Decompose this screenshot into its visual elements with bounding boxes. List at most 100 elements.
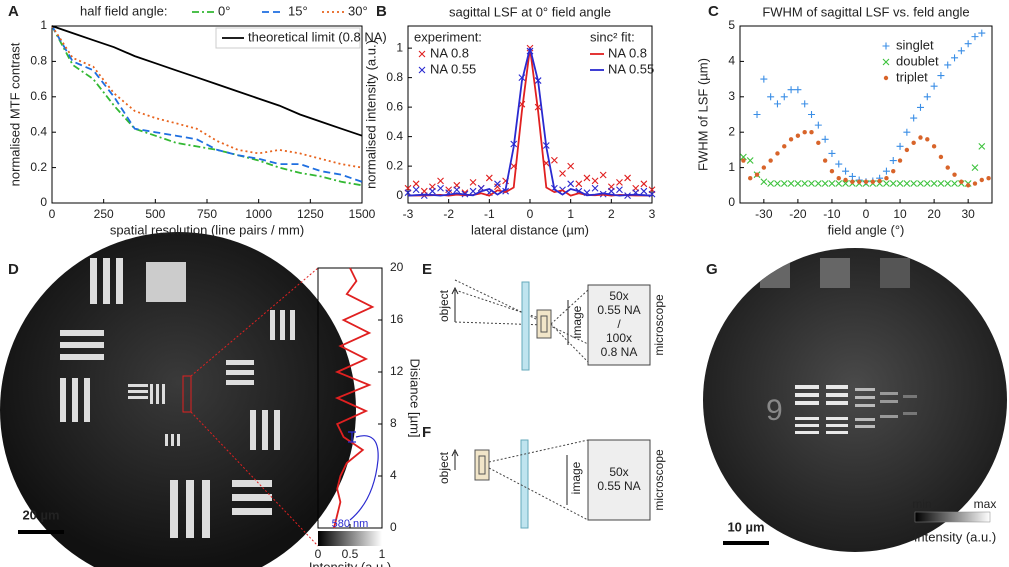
x-tick-label: -10	[823, 207, 841, 221]
data-point	[822, 158, 828, 163]
data-point	[640, 187, 648, 195]
diagram-label: microscope	[652, 449, 666, 511]
zoom-line	[190, 411, 319, 547]
y-tick-label: 0.5	[342, 547, 359, 561]
legend-swatch	[882, 42, 890, 50]
microscope-image-d	[0, 232, 356, 567]
y-tick-label: 0.2	[386, 158, 403, 172]
data-point	[959, 179, 964, 184]
y-tick-label: 0.8	[386, 70, 403, 84]
data-point	[559, 170, 566, 177]
data-point	[741, 158, 746, 163]
data-point	[801, 180, 809, 187]
data-point	[870, 179, 876, 184]
diagram-e	[451, 279, 651, 371]
data-point	[624, 174, 631, 182]
x-tick-label: 20	[927, 207, 941, 221]
data-point	[829, 168, 835, 174]
data-point	[986, 176, 991, 181]
annotation: 580 nm	[332, 518, 369, 530]
data-point	[753, 111, 761, 118]
x-tick-label: -30	[755, 207, 773, 221]
y-tick-label: 3	[728, 89, 735, 103]
x-tick-label: 0	[527, 207, 534, 221]
legend-label: 30°	[348, 3, 368, 18]
objective-label: 100x	[606, 331, 632, 345]
diagram-label: microscope	[652, 294, 666, 356]
scale-bar-label: 20 µm	[22, 507, 59, 522]
panel-label: G	[706, 261, 718, 278]
y-tick-label: 1	[379, 547, 386, 561]
data-point	[787, 180, 795, 187]
data-point	[437, 184, 444, 192]
panel-label: B	[376, 3, 387, 20]
colorbar-title: Intensity (a.u.)	[914, 529, 996, 544]
legend-swatch	[418, 66, 426, 74]
data-point	[808, 180, 815, 187]
data-line	[51, 25, 363, 183]
data-point	[923, 93, 931, 101]
diagram-label: object	[437, 451, 451, 484]
data-point	[843, 177, 848, 183]
data-point	[760, 75, 768, 83]
data-point	[782, 144, 787, 149]
data-point	[801, 100, 809, 108]
data-point	[965, 183, 971, 188]
data-point	[746, 157, 754, 164]
data-point	[897, 158, 903, 163]
data-point	[904, 147, 910, 153]
y-tick-label: 0	[40, 195, 47, 209]
colorbar	[914, 511, 991, 523]
data-point	[607, 187, 615, 195]
data-point	[767, 180, 775, 187]
x-tick-label: 20	[390, 260, 404, 274]
data-point	[616, 178, 623, 186]
data-point	[978, 142, 986, 150]
x-tick-label: -20	[789, 207, 807, 221]
data-point	[821, 135, 829, 143]
data-point	[748, 176, 753, 181]
data-point	[814, 121, 822, 129]
microscope-image-g: 9	[703, 248, 1007, 552]
data-point	[911, 140, 916, 146]
y-tick-label: 0	[315, 547, 322, 561]
data-point	[802, 130, 807, 135]
chart-title: FWHM of sagittal LSF vs. feld angle	[762, 4, 969, 19]
data-point	[863, 179, 869, 184]
x-tick-label: 500	[145, 207, 165, 221]
legend-label: 15°	[288, 3, 308, 18]
x-tick-label: 3	[649, 207, 656, 221]
legend-swatch	[882, 58, 890, 66]
colorbar	[318, 531, 382, 546]
data-point	[835, 180, 843, 187]
svg-text:9: 9	[766, 394, 783, 427]
data-point	[740, 153, 747, 161]
x-tick-label: 750	[197, 207, 217, 221]
data-point	[445, 186, 453, 194]
profile-region	[182, 375, 192, 413]
y-tick-label: 0	[396, 188, 403, 202]
y-axis-title: FWHM of LSF (µm)	[695, 58, 710, 171]
legend-label: singlet	[896, 37, 934, 52]
data-point	[591, 177, 599, 185]
legend-label: doublet	[896, 53, 939, 68]
data-point	[930, 82, 938, 90]
data-point	[930, 180, 938, 187]
data-point	[896, 142, 904, 150]
data-line	[333, 267, 375, 529]
x-tick-label: -2	[443, 207, 454, 221]
x-tick-label: -3	[403, 207, 414, 221]
diagram-label: image	[569, 461, 583, 494]
scale-bar	[18, 530, 64, 534]
legend-label: 0°	[218, 3, 230, 18]
legend-title: half field angle:	[80, 3, 167, 18]
y-tick-label: 1	[728, 160, 735, 174]
x-axis-title: spatial resolution (line pairs / mm)	[110, 222, 304, 237]
x-tick-label: 0	[49, 207, 56, 221]
data-point	[944, 180, 952, 187]
panel-label: D	[8, 261, 19, 278]
data-point	[903, 128, 911, 136]
objective-label: 0.55 NA	[597, 479, 640, 493]
diagram-f	[451, 439, 651, 529]
data-point	[616, 186, 623, 194]
